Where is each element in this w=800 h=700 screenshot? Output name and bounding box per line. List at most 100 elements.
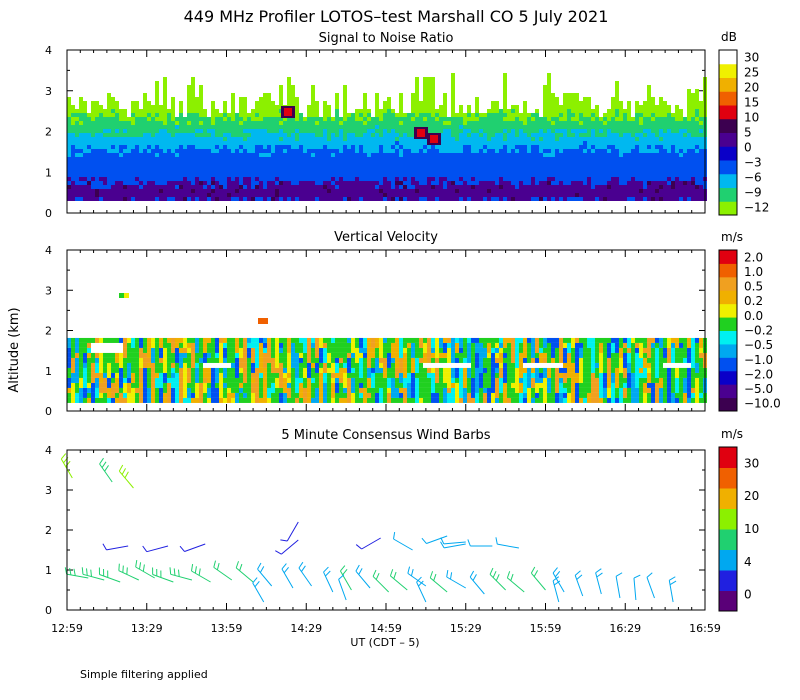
snr-cell (323, 165, 327, 169)
snr-cell (567, 113, 571, 117)
snr-cell (319, 165, 323, 169)
snr-cell (75, 177, 79, 181)
snr-cell (171, 101, 175, 105)
snr-cell (547, 77, 551, 81)
vv-cell (247, 367, 251, 373)
snr-cell (67, 141, 71, 145)
snr-cell (587, 169, 591, 173)
snr-cell (419, 181, 423, 185)
snr-cell (619, 121, 623, 125)
snr-cell (195, 117, 199, 121)
snr-cell (407, 157, 411, 161)
snr-cell (107, 197, 111, 201)
snr-cell (491, 129, 495, 133)
vv-cell (103, 362, 107, 368)
vv-cell (231, 387, 235, 393)
snr-cell (319, 141, 323, 145)
snr-cell (351, 181, 355, 185)
snr-cell (391, 177, 395, 181)
snr-cell (695, 109, 699, 113)
snr-cell (415, 101, 419, 105)
snr-cell (423, 117, 427, 121)
snr-cell (487, 129, 491, 133)
snr-cell (443, 105, 447, 109)
snr-cell (339, 125, 343, 129)
snr-cell (603, 177, 607, 181)
vv-cell (247, 377, 251, 383)
snr-cell (151, 125, 155, 129)
snr-cell (179, 133, 183, 137)
snr-cell (339, 133, 343, 137)
snr-cell (279, 185, 283, 189)
snr-cell (195, 125, 199, 129)
snr-cell (615, 173, 619, 177)
snr-cell (291, 149, 295, 153)
vv-cell (287, 382, 291, 388)
snr-cell (191, 133, 195, 137)
vv-cell (187, 367, 191, 373)
snr-cell (455, 197, 459, 201)
snr-cell (87, 129, 91, 133)
snr-cell (259, 173, 263, 177)
snr-cell (311, 161, 315, 165)
snr-cell (647, 141, 651, 145)
snr-cell (611, 153, 615, 157)
vv-cell (223, 337, 227, 343)
snr-cell (307, 153, 311, 157)
snr-cell (531, 177, 535, 181)
snr-cell (543, 165, 547, 169)
snr-cell (467, 169, 471, 173)
snr-cell (159, 109, 163, 113)
snr-cell (263, 137, 267, 141)
snr-cell (583, 165, 587, 169)
vv-cell (131, 357, 135, 363)
snr-cell (687, 185, 691, 189)
snr-cell (643, 105, 647, 109)
snr-cell (575, 101, 579, 105)
snr-cell (335, 153, 339, 157)
snr-cell (423, 121, 427, 125)
snr-cell (427, 101, 431, 105)
vv-cell (143, 362, 147, 368)
snr-cell (291, 85, 295, 89)
vv-cell (155, 347, 159, 353)
vv-cell (167, 387, 171, 393)
snr-cell (695, 89, 699, 93)
snr-cell (227, 169, 231, 173)
snr-cell (611, 169, 615, 173)
snr-cell (271, 117, 275, 121)
snr-cell (379, 157, 383, 161)
snr-cell (119, 137, 123, 141)
snr-cell (663, 157, 667, 161)
snr-cell (267, 157, 271, 161)
snr-cell (267, 197, 271, 201)
snr-cell (323, 125, 327, 129)
vv-cell (115, 337, 119, 343)
snr-cell (195, 149, 199, 153)
snr-cell (607, 137, 611, 141)
snr-cell (271, 173, 275, 177)
snr-cell (95, 193, 99, 197)
snr-cell (259, 101, 263, 105)
snr-cell (387, 121, 391, 125)
vv-cell (247, 397, 251, 403)
vv-cell (87, 392, 91, 398)
snr-cell (679, 133, 683, 137)
snr-cell (675, 165, 679, 169)
snr-cell (191, 189, 195, 193)
vv-cell (239, 367, 243, 373)
vv-cell (83, 357, 87, 363)
vv-cell (159, 362, 163, 368)
snr-cell (643, 125, 647, 129)
snr-cell (219, 133, 223, 137)
snr-cell (199, 157, 203, 161)
snr-cell (667, 193, 671, 197)
snr-cell (611, 157, 615, 161)
snr-cell (463, 145, 467, 149)
snr-cell (455, 117, 459, 121)
snr-cell (75, 133, 79, 137)
snr-cell (379, 177, 383, 181)
snr-cell (391, 149, 395, 153)
snr-cell (575, 169, 579, 173)
